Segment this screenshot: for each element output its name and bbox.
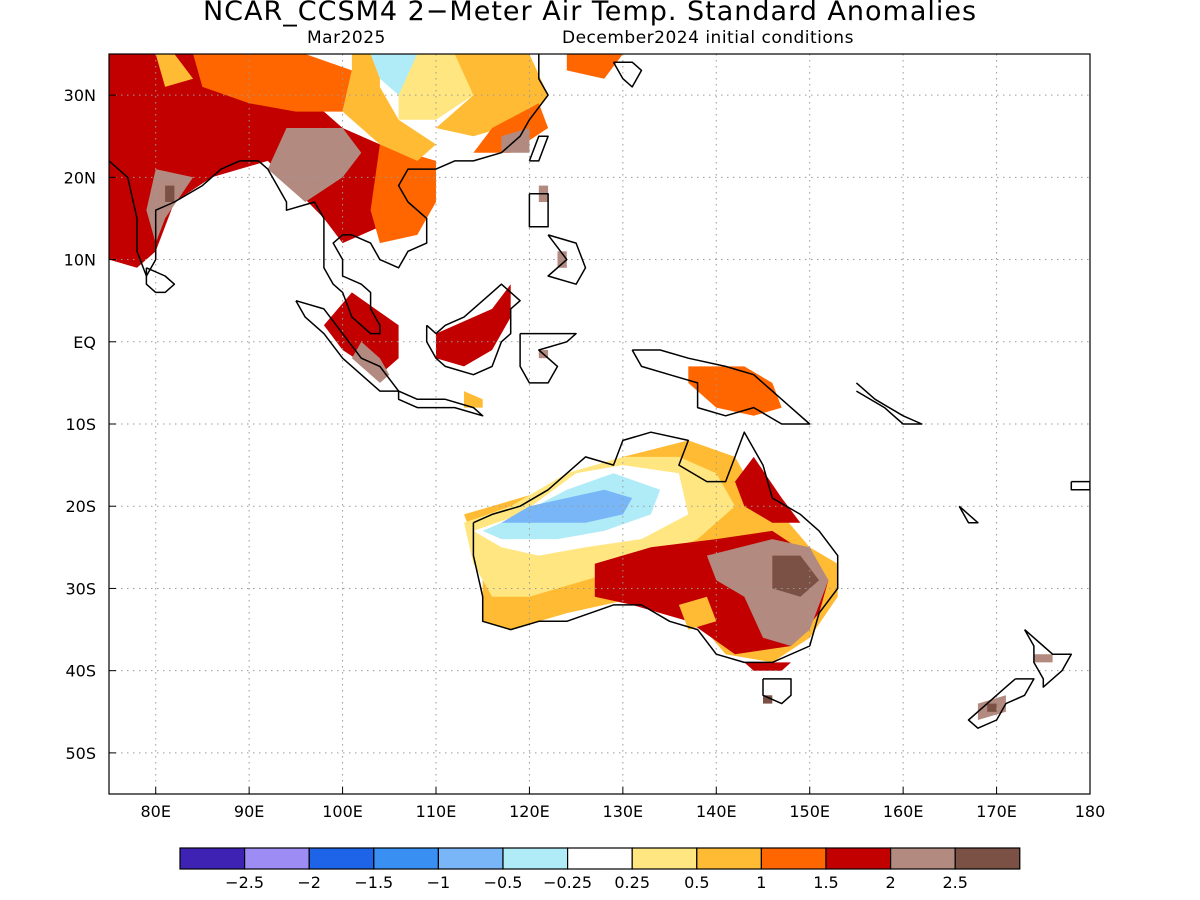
- anomaly-region: [342, 54, 436, 161]
- coastline: [295, 299, 400, 392]
- anomaly-region: [146, 169, 194, 244]
- map-title: NCAR_CCSM4 2−Meter Air Temp. Standard An…: [202, 0, 978, 27]
- anomaly-region: [566, 54, 623, 79]
- colorbar-swatch: [889, 847, 956, 870]
- colorbar-swatch: [502, 847, 569, 870]
- anomaly-region: [109, 54, 418, 268]
- lon-tick-label: 110E: [416, 802, 457, 821]
- anomaly-region: [267, 128, 362, 202]
- anomaly-region: [473, 103, 549, 153]
- colorbar-label: 0.5: [684, 873, 709, 892]
- map-frame: [108, 53, 1091, 795]
- lat-tick-label: 40S: [65, 662, 96, 681]
- colorbar-label: −1: [427, 873, 451, 892]
- coastline: [547, 234, 587, 285]
- anomaly-region: [987, 703, 997, 712]
- anomaly-region: [763, 695, 773, 704]
- lon-tick-label: 180: [1075, 802, 1106, 821]
- colorbar-label: −0.25: [543, 873, 592, 892]
- coastline: [967, 678, 1035, 729]
- coastline: [109, 54, 549, 335]
- colorbar-label: 1: [756, 873, 766, 892]
- coastline: [519, 332, 577, 384]
- lon-tick-label: 130E: [603, 802, 644, 821]
- coastline: [612, 61, 643, 88]
- anomaly-region: [193, 54, 352, 112]
- lat-tick-label: EQ: [73, 333, 96, 352]
- colorbar-swatch: [566, 847, 633, 870]
- lon-tick-label: 150E: [789, 802, 830, 821]
- coastline: [762, 678, 792, 705]
- coastlines: [109, 54, 1090, 729]
- anomaly-region: [464, 391, 483, 408]
- colorbar-swatch: [437, 847, 504, 870]
- colorbar-swatch: [631, 847, 698, 870]
- colorbar-swatch: [244, 847, 310, 870]
- coastline: [425, 283, 521, 376]
- lat-tick-label: 50S: [65, 744, 96, 763]
- coastline: [1070, 480, 1090, 491]
- lat-tick-label: 20N: [64, 168, 96, 187]
- graticule: [109, 54, 1090, 794]
- anomaly-region: [398, 54, 474, 120]
- coastline: [528, 193, 549, 228]
- coastline: [145, 267, 176, 294]
- lat-tick-label: 10N: [64, 251, 96, 270]
- colorbar-swatch: [308, 847, 375, 870]
- coastline: [958, 505, 979, 524]
- anomaly-region: [678, 596, 717, 630]
- coastline: [631, 349, 811, 425]
- lon-tick-label: 120E: [509, 802, 550, 821]
- anomaly-region: [772, 555, 820, 597]
- colorbar: −2.5 −2 −1.5 −1 −0.5 −0.25 0.25 0.5 1 1.5 2 2.5: [179, 847, 1021, 892]
- colorbar-label: −2: [297, 873, 321, 892]
- colorbar-swatch: [760, 847, 827, 870]
- coastline: [397, 390, 484, 417]
- colorbar-swatch: [825, 847, 892, 870]
- colorbar-label: −2.5: [225, 873, 264, 892]
- colorbar-swatch: [954, 847, 1021, 870]
- colorbar-label: 2.5: [942, 873, 967, 892]
- coastline: [855, 382, 923, 425]
- lat-tick-label: 20S: [65, 497, 96, 516]
- anomaly-region: [744, 662, 791, 671]
- lon-tick-label: 100E: [322, 802, 363, 821]
- anomaly-region: [165, 185, 175, 202]
- coastline: [1023, 629, 1073, 688]
- colorbar-swatch: [179, 847, 246, 870]
- lon-tick-label: 170E: [976, 802, 1017, 821]
- anomaly-region: [436, 284, 511, 367]
- coastline: [472, 431, 839, 664]
- colorbar-label: −1.5: [354, 873, 393, 892]
- lat-tick-label: 10S: [65, 415, 96, 434]
- lon-tick-label: 140E: [696, 802, 737, 821]
- colorbar-label: 2: [886, 873, 896, 892]
- anomaly-region: [501, 489, 633, 523]
- lon-tick-label: 90E: [234, 802, 264, 821]
- coastline: [528, 135, 549, 162]
- colorbar-swatch: [373, 847, 439, 870]
- axis-ticks: 80E 90E 100E 110E 120E 130E 140E 150E 160E 170E 18…: [64, 86, 1106, 821]
- anomaly-fills: [109, 54, 1053, 720]
- lat-tick-label: 30S: [65, 579, 96, 598]
- init-conditions: December2024 initial conditions: [562, 28, 854, 48]
- valid-month: Mar2025: [307, 28, 386, 48]
- colorbar-swatch: [696, 847, 762, 870]
- anomaly-region: [1033, 654, 1053, 663]
- anomaly-region: [155, 54, 194, 87]
- colorbar-label: −0.5: [484, 873, 523, 892]
- lon-tick-label: 160E: [883, 802, 924, 821]
- colorbar-label: 0.25: [614, 873, 650, 892]
- lon-tick-label: 80E: [140, 802, 170, 821]
- lat-tick-label: 30N: [64, 86, 96, 105]
- colorbar-label: 1.5: [813, 873, 838, 892]
